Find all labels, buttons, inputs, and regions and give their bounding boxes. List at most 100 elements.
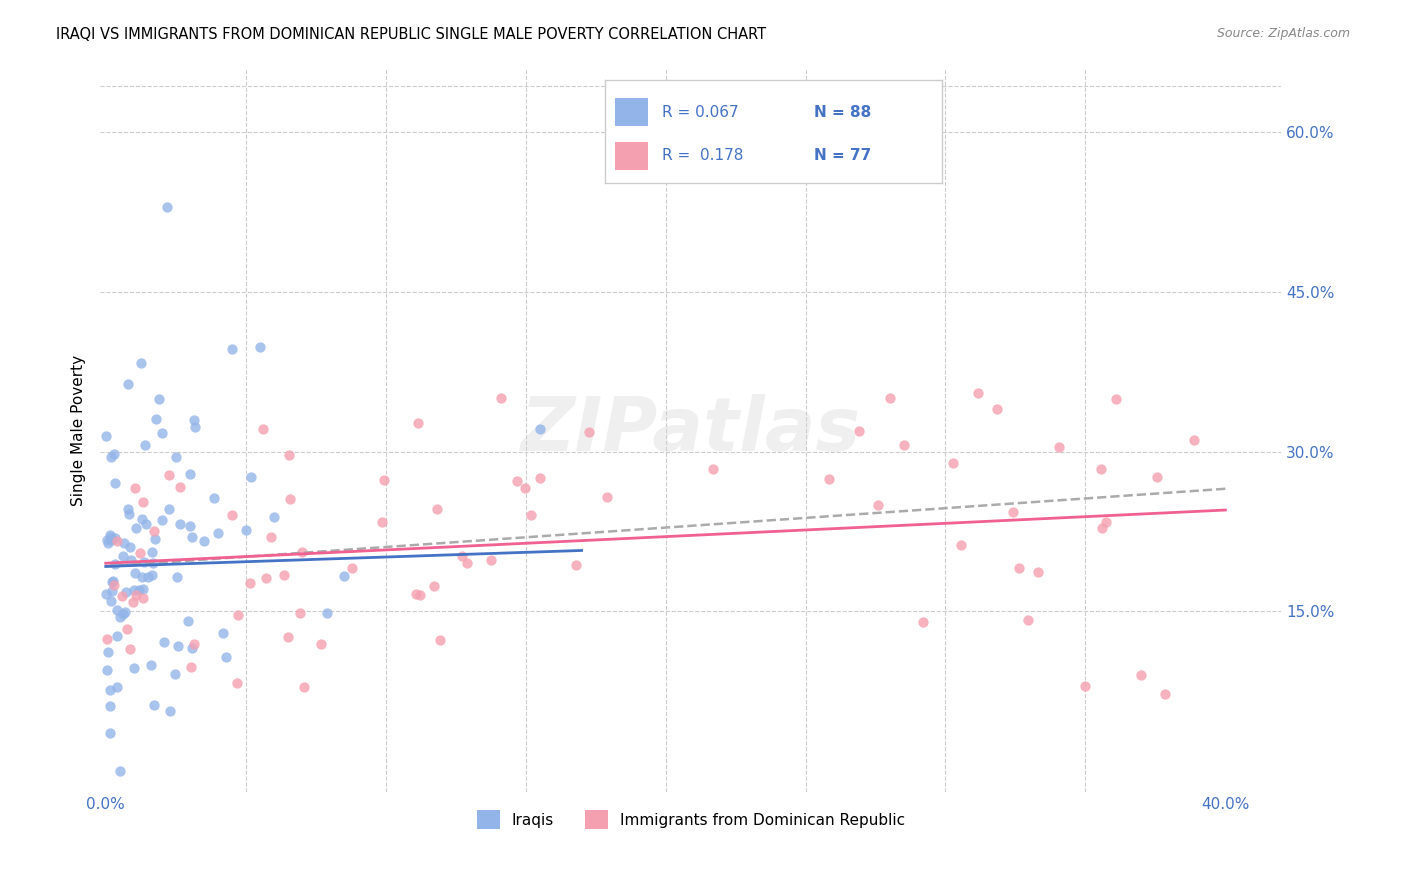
Point [157, 467, 180, 482]
Point [277, 630, 299, 644]
Point [180, 660, 202, 674]
Point [96, 664, 118, 678]
Point [291, 545, 314, 559]
Point [114, 584, 136, 599]
Point [100, 530, 122, 544]
Point [111, 589, 134, 603]
Point [235, 523, 257, 537]
Point [112, 607, 135, 621]
Point [169, 516, 191, 531]
Point [96, 428, 118, 442]
Point [129, 546, 152, 560]
Point [150, 513, 173, 527]
Point [96, 533, 118, 548]
Point [879, 392, 901, 406]
Point [112, 549, 135, 563]
Point [150, 426, 173, 441]
Point [202, 491, 225, 505]
Point [143, 532, 166, 546]
Point [565, 558, 588, 573]
Point [1090, 462, 1112, 476]
Point [911, 615, 934, 629]
Point [141, 567, 163, 582]
Point [100, 594, 122, 608]
Point [949, 538, 972, 552]
Point [134, 438, 156, 452]
Point [426, 502, 449, 516]
Point [156, 200, 179, 214]
Point [578, 425, 600, 439]
Point [134, 555, 156, 569]
Point [596, 490, 619, 504]
Point [818, 472, 841, 486]
Point [103, 446, 125, 460]
Point [124, 566, 146, 580]
Point [179, 467, 201, 482]
Point [98, 725, 121, 739]
Point [942, 456, 965, 470]
Text: N = 88: N = 88 [814, 105, 872, 120]
Point [124, 582, 146, 597]
Point [1146, 470, 1168, 484]
Point [215, 650, 238, 665]
Point [120, 641, 142, 656]
Text: ZIPatlas: ZIPatlas [520, 393, 860, 467]
Point [893, 438, 915, 452]
Y-axis label: Single Male Poverty: Single Male Poverty [72, 355, 86, 506]
Text: IRAQI VS IMMIGRANTS FROM DOMINICAN REPUBLIC SINGLE MALE POVERTY CORRELATION CHAR: IRAQI VS IMMIGRANTS FROM DOMINICAN REPUB… [56, 27, 766, 42]
Point [868, 499, 890, 513]
Point [406, 416, 429, 430]
Point [254, 571, 277, 585]
Point [515, 481, 537, 495]
Point [135, 516, 157, 531]
Point [519, 508, 541, 523]
Point [142, 557, 165, 571]
Point [193, 533, 215, 548]
Point [409, 588, 432, 602]
Point [124, 482, 146, 496]
Point [169, 480, 191, 494]
Point [1026, 565, 1049, 579]
Point [108, 764, 131, 778]
Point [252, 422, 274, 436]
Point [105, 630, 128, 644]
Point [1094, 515, 1116, 529]
Point [100, 533, 122, 547]
Point [148, 392, 170, 406]
Point [212, 625, 235, 640]
Text: R = 0.067: R = 0.067 [662, 105, 738, 120]
Point [429, 633, 451, 648]
Point [165, 667, 187, 681]
Text: N = 77: N = 77 [814, 148, 872, 163]
Point [1130, 668, 1153, 682]
Point [132, 582, 155, 596]
Point [110, 610, 132, 624]
Point [104, 531, 127, 545]
Point [131, 512, 153, 526]
Point [177, 614, 200, 628]
Point [97, 645, 120, 659]
Point [405, 587, 427, 601]
Point [986, 402, 1008, 417]
Bar [614, 142, 648, 170]
Point [125, 588, 148, 602]
Point [1047, 440, 1070, 454]
Point [181, 640, 204, 655]
Point [290, 606, 312, 620]
Point [1001, 506, 1024, 520]
Text: Source: ZipAtlas.com: Source: ZipAtlas.com [1216, 27, 1350, 40]
Point [309, 638, 332, 652]
Point [139, 657, 162, 672]
Point [207, 526, 229, 541]
Point [183, 637, 205, 651]
Point [100, 450, 122, 465]
Point [373, 473, 395, 487]
Point [479, 553, 502, 567]
Point [292, 680, 315, 694]
Point [100, 584, 122, 599]
Point [128, 582, 150, 597]
Point [456, 556, 478, 570]
Legend: Iraqis, Immigrants from Dominican Republic: Iraqis, Immigrants from Dominican Republ… [471, 804, 911, 835]
Point [98, 699, 121, 714]
Point [122, 595, 145, 609]
